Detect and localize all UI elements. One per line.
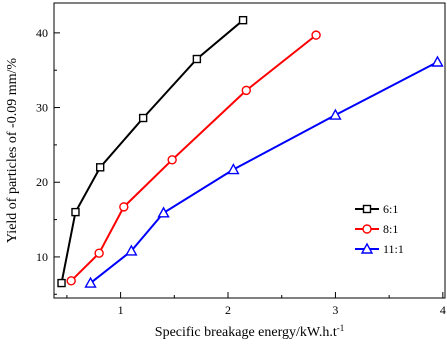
data-point xyxy=(57,278,66,288)
data-point xyxy=(66,276,76,286)
y-tick-label: 30 xyxy=(36,101,48,115)
y-tick-label: 20 xyxy=(36,175,48,189)
data-point xyxy=(94,248,104,258)
legend-marker xyxy=(362,204,372,214)
x-tick-label: 2 xyxy=(225,303,231,317)
series-line-0 xyxy=(60,19,244,284)
legend-label: 11:1 xyxy=(383,242,404,256)
data-point xyxy=(238,15,248,25)
data-point xyxy=(125,244,138,256)
x-axis-title: Specific breakage energy/kW.h.t-1 xyxy=(155,323,344,340)
data-point xyxy=(95,163,105,172)
data-point xyxy=(227,163,240,175)
data-point xyxy=(119,202,129,212)
data-point xyxy=(167,155,177,165)
axes: 1 2 3 4 10 20 30 40 xyxy=(36,2,446,317)
legend-marker xyxy=(362,224,372,234)
plot-area xyxy=(57,15,444,288)
data-point xyxy=(157,206,170,218)
data-point xyxy=(241,85,251,96)
x-tick-label: 4 xyxy=(440,303,446,317)
x-axis-title-superscript: -1 xyxy=(337,323,345,333)
x-tick-label: 1 xyxy=(118,303,124,317)
y-tick-label: 10 xyxy=(36,250,48,264)
legend-label: 8:1 xyxy=(383,222,398,236)
x-tick-label: 3 xyxy=(332,303,338,317)
data-point xyxy=(311,30,321,40)
data-point xyxy=(192,54,202,64)
series-line-2 xyxy=(89,61,438,284)
data-point xyxy=(329,108,342,120)
x-axis-title-text: Specific breakage energy/kW.h.t xyxy=(155,325,337,340)
legend: 6:1 8:1 11:1 xyxy=(355,202,404,256)
series-line-1 xyxy=(70,34,317,282)
y-tick-label: 40 xyxy=(36,26,48,40)
legend-marker xyxy=(360,242,374,254)
data-point xyxy=(138,113,148,123)
legend-label: 6:1 xyxy=(383,202,398,216)
y-axis-title: Yield of particles of -0.09 mm/% xyxy=(5,58,20,243)
data-point xyxy=(431,55,444,67)
data-point xyxy=(84,276,97,288)
data-point xyxy=(71,207,80,217)
plot-frame xyxy=(53,2,446,299)
